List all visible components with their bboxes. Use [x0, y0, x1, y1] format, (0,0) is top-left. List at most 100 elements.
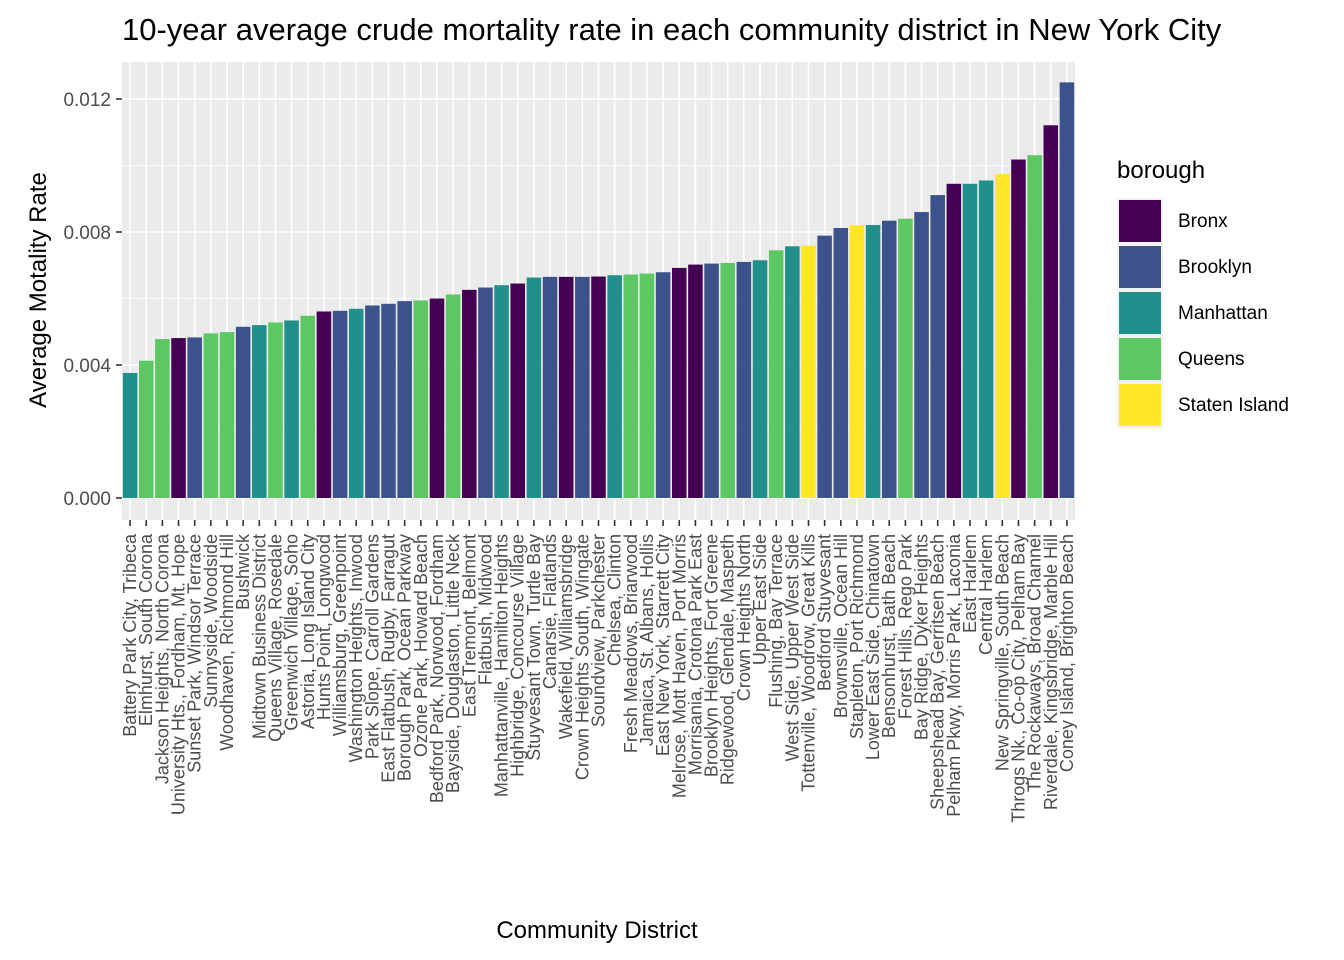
chart-title: 10-year average crude mortality rate in … [122, 12, 1222, 47]
x-tick-label: West Side, Upper West Side [782, 534, 802, 761]
bar [995, 174, 1010, 498]
bar [365, 305, 380, 498]
bar [930, 195, 945, 498]
legend-swatch [1119, 384, 1161, 426]
bar [462, 289, 477, 498]
bar [171, 338, 186, 498]
x-tick-label: Canarsie, Flatlands [540, 534, 560, 689]
x-tick-label: Park Slope, Carroll Gardens [362, 534, 382, 759]
x-tick-label: Central Harlem [976, 534, 996, 655]
bar [768, 250, 784, 498]
legend-label: Queens [1178, 349, 1245, 370]
x-tick-label: Ozone Park, Howard Beach [411, 534, 431, 757]
bar [623, 274, 639, 498]
x-tick-label: University Hts., Fordham, Mt. Hope [169, 534, 189, 815]
legend-swatch [1119, 292, 1161, 334]
bar [1043, 125, 1059, 498]
y-tick-label: 0.004 [63, 356, 111, 377]
legend: borough Bronx Brooklyn Manhattan Queens Stat… [1117, 157, 1289, 428]
x-tick-label: Bushwick [233, 533, 253, 610]
x-tick-label: Bayside, Douglaston, Little Neck [443, 533, 463, 793]
x-tick-label: East Harlem [960, 534, 980, 633]
bar [138, 360, 154, 498]
bar [558, 276, 574, 498]
bar [946, 183, 962, 498]
bar [494, 285, 509, 498]
x-tick-label: Bay Ridge, Dyker Heights [912, 534, 932, 740]
bar [1059, 82, 1075, 498]
x-tick-label: Crown Heights North [734, 534, 754, 701]
legend-title: borough [1117, 157, 1205, 184]
bar [429, 298, 445, 498]
x-tick-label: Sunnyside, Woodside [201, 534, 221, 708]
x-tick-label: Greenwich Village, Soho [282, 534, 302, 731]
bar [881, 220, 897, 498]
x-tick-label: Throgs Nk., Co-op City, Pelham Bay [1008, 534, 1028, 823]
x-tick-label: Battery Park City, Tribeca [120, 533, 140, 737]
x-tick-label: Flatbush, Midwood [475, 534, 495, 685]
bar [235, 326, 251, 498]
bar [348, 308, 364, 498]
bar [591, 276, 606, 498]
bar [478, 287, 493, 498]
bar [316, 311, 332, 498]
legend-swatch [1119, 246, 1161, 288]
bar [575, 276, 590, 498]
x-tick-label: Highbridge, Concourse Village [508, 534, 528, 777]
x-tick-label: Wakefield, Williamsbridge [556, 534, 576, 739]
legend-label: Manhattan [1178, 303, 1268, 324]
x-tick-label: Bensonhurst, Bath Beach [879, 534, 899, 738]
y-axis-title: Average Motality Rate [25, 172, 52, 408]
bar [252, 325, 267, 498]
x-tick-label: East Flatbush, Rugby, Farragut [379, 534, 399, 783]
x-tick-label: Chelsea, Clinton [605, 534, 625, 666]
x-tick-label: Ridgewood, Glendale, Maspeth [718, 534, 738, 785]
legend-label: Bronx [1178, 211, 1228, 232]
bar [785, 246, 800, 498]
x-tick-label: Borough Park, Ocean Parkway [395, 534, 415, 781]
x-tick-label: Hunts Point, Longwood [314, 534, 334, 720]
bar [203, 333, 219, 498]
bar [187, 337, 202, 498]
x-tick-label: Stuyvesant Town, Turtle Bay [524, 534, 544, 761]
bar [655, 272, 671, 498]
x-tick-label: Riverdale, Kingsbridge, Marble Hill [1041, 534, 1061, 810]
bar [1011, 159, 1026, 498]
bar [639, 273, 655, 498]
x-tick-label: Washington Heights, Inwood [346, 534, 366, 762]
y-tick-label: 0.000 [63, 489, 111, 510]
bar [898, 218, 913, 498]
bar [736, 261, 752, 498]
x-tick-label: Soundview, Parkchester [589, 534, 609, 727]
bar [219, 332, 235, 498]
x-tick-label: Forest Hills, Rego Park [895, 533, 915, 719]
x-tick-label: Woodhaven, Richmond Hill [217, 534, 237, 751]
bar [332, 310, 348, 498]
bars [122, 82, 1075, 499]
bar [752, 260, 768, 498]
bar [542, 276, 558, 498]
legend-label: Staten Island [1178, 395, 1289, 416]
x-tick-label: Astoria, Long Island City [298, 534, 318, 729]
x-tick-label: Melrose, Mott Haven, Port Morris [669, 534, 689, 798]
bar [122, 372, 138, 498]
x-tick-label: Bedford Stuyvesant [815, 534, 835, 691]
bar [445, 294, 461, 498]
bar [801, 245, 816, 498]
x-tick-label: New Springville, South Beach [992, 534, 1012, 771]
y-axis: 0.000 0.004 0.008 0.012 [63, 90, 122, 510]
bar [607, 275, 622, 498]
x-tick-label: East Tremont, Belmont [459, 534, 479, 717]
bar [1027, 155, 1042, 498]
bar [510, 283, 526, 498]
x-tick-label: Midtown Business District [249, 534, 269, 739]
bar [300, 315, 316, 498]
x-tick-label: Sheepshead Bay, Gerritsen Beach [928, 534, 948, 810]
bar [720, 262, 735, 498]
bar [381, 303, 396, 498]
x-tick-label: Elmhurst, South Corona [136, 533, 156, 726]
bar [865, 225, 881, 498]
legend-swatch [1119, 338, 1161, 380]
